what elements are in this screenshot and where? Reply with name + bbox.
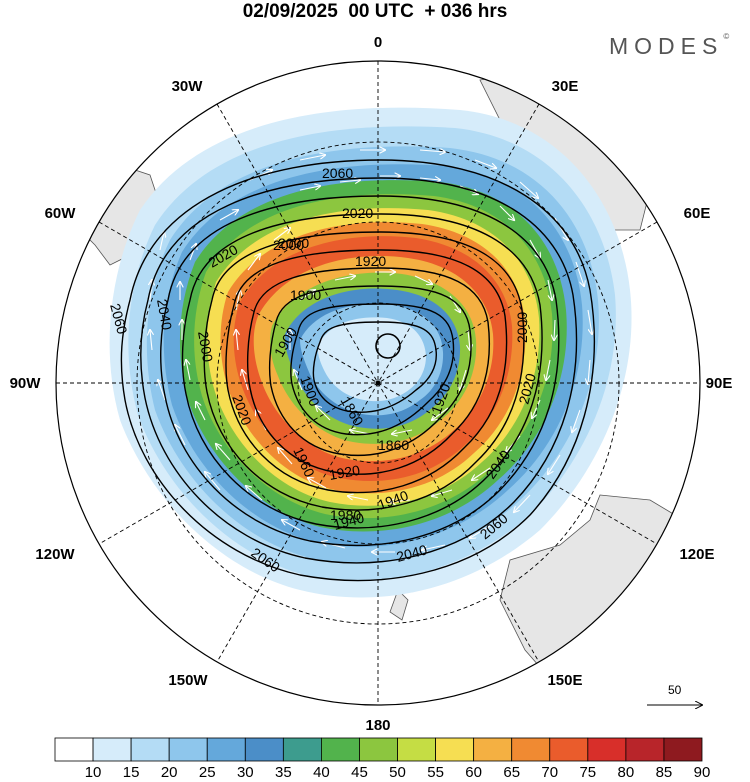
colorbar-tick-label: 45 bbox=[351, 764, 368, 781]
lon-label-150w: 150W bbox=[168, 672, 208, 689]
colorbar-tick-label: 85 bbox=[655, 764, 673, 781]
contour-label: 1920 bbox=[355, 253, 386, 269]
contour-label: 2060 bbox=[322, 165, 353, 181]
lon-label-180: 180 bbox=[365, 717, 391, 734]
colorbar-tick-label: 70 bbox=[541, 764, 559, 781]
lon-label-30w: 30W bbox=[171, 78, 203, 95]
contour-label: 2000 bbox=[195, 330, 216, 364]
wind-vectors bbox=[150, 150, 592, 552]
contour-label: 2040 bbox=[154, 298, 175, 332]
map-boundary bbox=[55, 60, 701, 706]
lon-label-120w: 120W bbox=[35, 546, 75, 563]
contour-label: 2000 bbox=[273, 237, 304, 253]
colorbar-tick-label: 90 bbox=[693, 764, 711, 781]
lon-label-60w: 60W bbox=[44, 205, 76, 222]
map-title: 02/09/2025 00 UTC + 036 hrs bbox=[242, 1, 508, 22]
brand-logo: MODES© bbox=[609, 32, 730, 60]
colorbar-tick-label: 55 bbox=[427, 764, 444, 781]
colorbar-tick-label: 20 bbox=[160, 764, 178, 781]
colorbar-tick-label: 75 bbox=[579, 764, 597, 781]
colorbar-tick-label: 40 bbox=[313, 764, 330, 781]
contour-label: 2040 bbox=[395, 541, 429, 565]
contour-label: 1940 bbox=[332, 509, 366, 533]
colorbar-tick-label: 15 bbox=[122, 764, 140, 781]
lon-label-90e: 90E bbox=[705, 375, 733, 392]
new-zealand-land bbox=[389, 589, 409, 621]
lon-label-0: 0 bbox=[373, 34, 383, 51]
wind-speed-shading bbox=[109, 107, 632, 598]
lon-label-30e: 30E bbox=[551, 78, 579, 95]
reference-vector-label: 50 bbox=[668, 683, 682, 697]
contour-label: 2020 bbox=[342, 205, 373, 221]
map-disc bbox=[56, 61, 700, 705]
colorbar-tick-label: 50 bbox=[389, 764, 406, 781]
contour-label: 1920 bbox=[328, 462, 362, 483]
lon-label-150e: 150E bbox=[547, 672, 583, 689]
contour-label: 2020 bbox=[515, 371, 539, 405]
contour-label: 2000 bbox=[514, 312, 530, 343]
colorbar-tick-label: 25 bbox=[198, 764, 216, 781]
lon-label-120e: 120E bbox=[679, 546, 715, 563]
colorbar-tick-label: 30 bbox=[236, 764, 254, 781]
lon-label-90w: 90W bbox=[9, 375, 41, 392]
contour-label: 1860 bbox=[378, 437, 409, 453]
contour-label: 2060 bbox=[107, 302, 131, 336]
brand-text: MODES bbox=[609, 33, 724, 59]
copyright-mark: © bbox=[723, 32, 730, 42]
colorbar-tick-label: 60 bbox=[465, 764, 482, 781]
lon-label-60e: 60E bbox=[683, 205, 711, 222]
contour-label: 1900 bbox=[290, 287, 321, 303]
colorbar-tick-label: 65 bbox=[503, 764, 521, 781]
contour-label: 2000 bbox=[278, 235, 309, 251]
colorbar-tick-label: 10 bbox=[84, 764, 102, 781]
colorbar-tick-label: 80 bbox=[617, 764, 635, 781]
contour-label: 1980 bbox=[330, 507, 361, 523]
south-pole-marker bbox=[375, 380, 381, 386]
colorbar-tick-label: 35 bbox=[275, 764, 292, 781]
